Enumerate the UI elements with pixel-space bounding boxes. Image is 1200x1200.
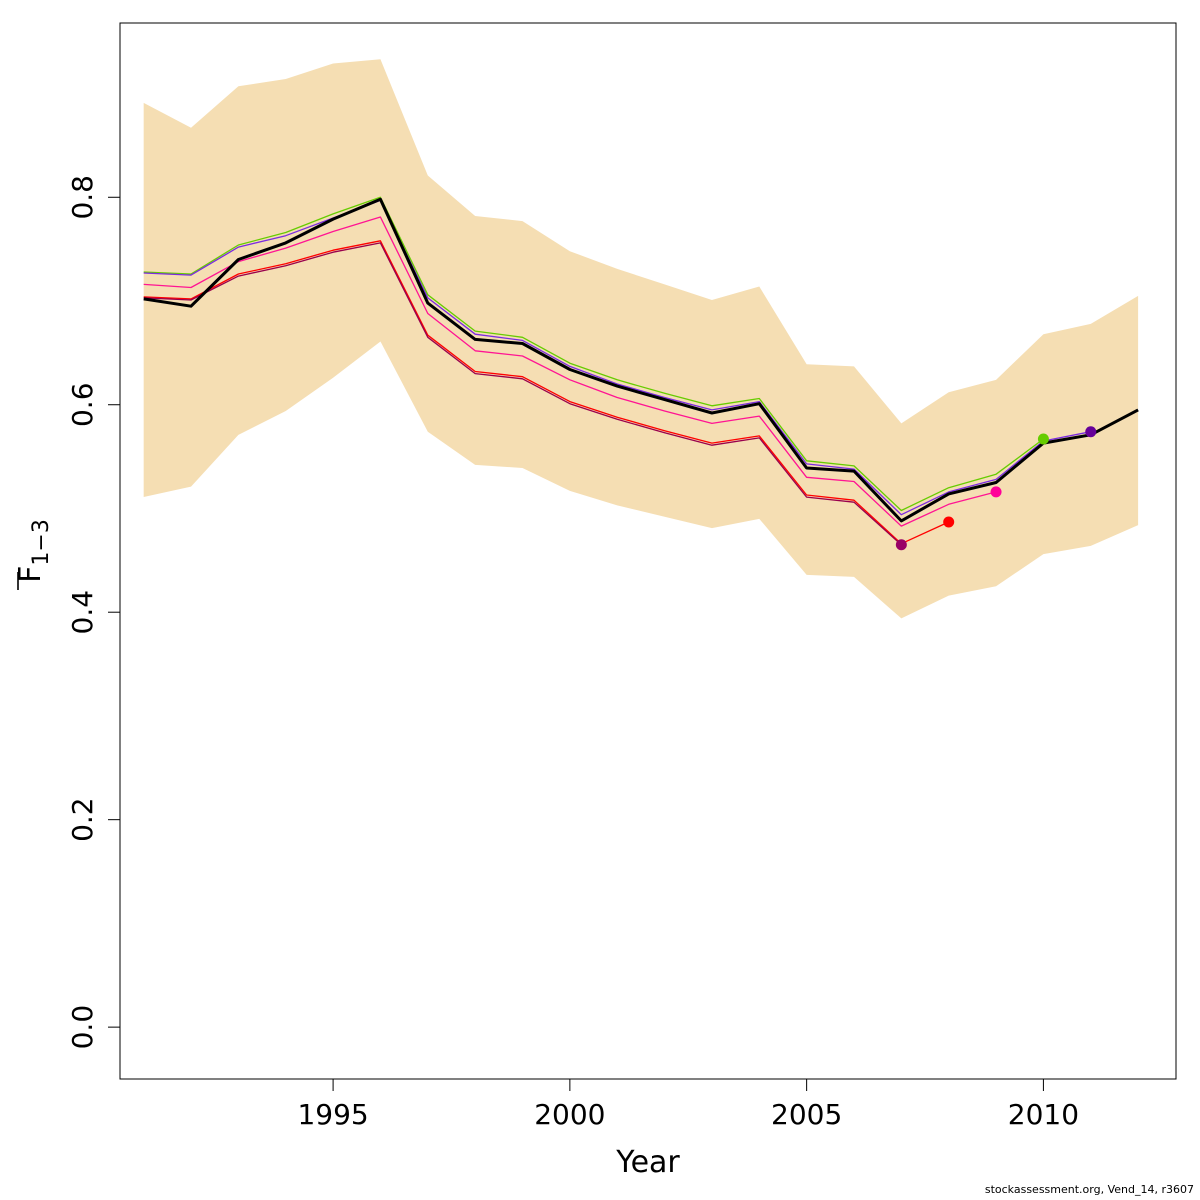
series-endpoint-4 — [895, 539, 907, 551]
x-axis: 1995 2000 2005 2010 — [297, 1078, 1079, 1131]
y-tick-label: 0.4 — [66, 590, 99, 635]
series-line-5 — [143, 197, 1139, 523]
x-tick-label: 2010 — [1008, 1098, 1079, 1131]
series-endpoint-1 — [1085, 426, 1097, 438]
x-tick-label: 2000 — [534, 1098, 605, 1131]
series-endpoint-3 — [943, 516, 955, 528]
x-axis-title: Year — [615, 1145, 680, 1180]
series-layer — [143, 196, 1139, 546]
series-endpoint-2 — [990, 486, 1002, 498]
confidence-band-layer — [143, 59, 1139, 619]
y-axis: 0.0 0.2 0.4 0.6 0.8 — [66, 175, 121, 1050]
svg-text:F1−3: F1−3 — [13, 519, 54, 583]
y-tick-label: 0.0 — [66, 1005, 99, 1050]
y-tick-label: 0.2 — [66, 797, 99, 842]
y-axis-title-main: F — [13, 566, 48, 583]
footer-credit: stockassessment.org, Vend_14, r3607 — [984, 1183, 1194, 1196]
y-tick-label: 0.6 — [66, 382, 99, 427]
confidence-band — [143, 59, 1139, 619]
series-endpoint-0 — [1037, 433, 1049, 445]
y-axis-title: F1−3 — [13, 519, 54, 590]
y-axis-title-subscript: 1−3 — [29, 519, 54, 565]
endpoint-marker-layer — [895, 426, 1097, 551]
y-tick-label: 0.8 — [66, 175, 99, 220]
x-tick-label: 1995 — [297, 1098, 368, 1131]
series-line-2 — [143, 216, 997, 527]
series-line-3 — [143, 240, 949, 545]
series-line-1 — [143, 199, 1091, 516]
x-tick-label: 2005 — [771, 1098, 842, 1131]
series-line-0 — [143, 196, 1044, 512]
series-line-4 — [143, 242, 902, 546]
